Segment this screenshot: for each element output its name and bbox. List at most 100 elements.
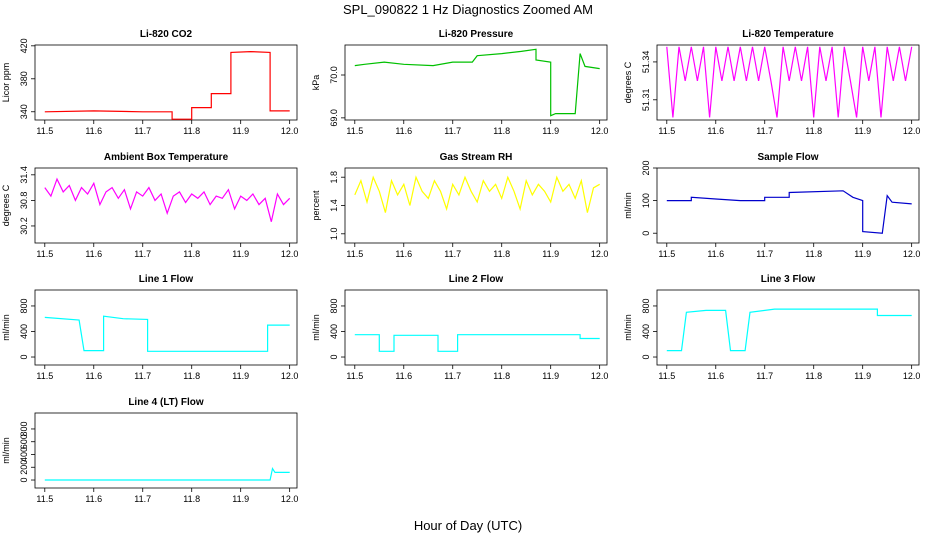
x-tick-label: 11.7 [134, 126, 151, 136]
y-tick-label: 51.34 [641, 51, 651, 74]
x-tick-label: 12.0 [903, 126, 921, 136]
x-tick-label: 11.6 [395, 126, 412, 136]
x-tick-label: 11.8 [183, 494, 200, 504]
y-tick-label: 800 [19, 421, 29, 436]
y-tick-label: 30.8 [19, 192, 29, 210]
x-tick-label: 11.5 [36, 126, 53, 136]
x-tick-label: 11.7 [444, 126, 461, 136]
x-tick-label: 11.5 [36, 249, 53, 259]
x-tick-label: 11.9 [232, 371, 249, 381]
y-tick-label: 100 [641, 193, 651, 208]
data-line [44, 50, 290, 120]
y-tick-label: 0 [641, 355, 651, 360]
x-tick-label: 11.7 [134, 494, 151, 504]
panel-title: Line 4 (LT) Flow [128, 397, 204, 408]
x-tick-label: 11.7 [134, 371, 151, 381]
x-tick-label: 12.0 [903, 371, 921, 381]
y-tick-label: 380 [19, 71, 29, 86]
x-tick-label: 11.8 [183, 371, 200, 381]
y-tick-label: 400 [641, 324, 651, 339]
y-tick-label: 340 [19, 104, 29, 119]
x-tick-label: 12.0 [281, 494, 299, 504]
y-tick-label: 0 [19, 355, 29, 360]
panel-title: Gas Stream RH [440, 152, 513, 163]
x-tick-label: 11.6 [707, 249, 724, 259]
panel-title: Li-820 Temperature [742, 29, 834, 40]
y-tick-label: 420 [19, 38, 29, 53]
x-tick-label: 11.9 [232, 494, 249, 504]
plot-frame [34, 44, 298, 121]
y-tick-label: 0 [19, 478, 29, 483]
x-tick-label: 12.0 [591, 126, 609, 136]
plot-frame [34, 167, 298, 244]
x-tick-label: 11.7 [134, 249, 151, 259]
panel-title: Sample Flow [757, 152, 818, 163]
x-tick-label: 11.9 [854, 126, 871, 136]
y-tick-label: 51.31 [641, 89, 651, 112]
panel-title: Line 2 Flow [449, 274, 504, 285]
x-tick-label: 11.9 [542, 371, 559, 381]
y-tick-label: 200 [641, 160, 651, 175]
x-tick-label: 11.6 [707, 126, 724, 136]
y-tick-label: 69.0 [329, 109, 339, 127]
y-tick-label: 1.0 [329, 228, 339, 241]
data-line [44, 466, 290, 481]
y-axis-label: ml/min [623, 314, 633, 341]
x-tick-label: 12.0 [281, 126, 299, 136]
y-axis-label: Licor ppm [1, 63, 11, 103]
x-tick-label: 12.0 [903, 249, 921, 259]
x-tick-label: 11.8 [493, 371, 510, 381]
x-tick-label: 11.6 [395, 249, 412, 259]
x-tick-label: 11.8 [805, 126, 822, 136]
y-tick-label: 400 [19, 447, 29, 462]
x-tick-label: 11.7 [756, 371, 773, 381]
x-tick-label: 11.6 [85, 249, 102, 259]
x-tick-label: 11.8 [183, 126, 200, 136]
x-tick-label: 11.5 [658, 126, 675, 136]
x-tick-label: 11.6 [85, 371, 102, 381]
y-tick-label: 30.2 [19, 217, 29, 235]
x-tick-label: 11.5 [346, 249, 363, 259]
y-tick-label: 1.4 [329, 199, 339, 212]
x-tick-label: 11.9 [854, 249, 871, 259]
data-line [44, 177, 291, 222]
plot-frame [656, 289, 920, 366]
data-line [354, 175, 600, 213]
plot-frame [656, 167, 920, 244]
x-tick-label: 11.5 [658, 249, 675, 259]
x-tick-label: 11.5 [36, 371, 53, 381]
x-tick-label: 11.9 [232, 249, 249, 259]
plot-frame [34, 412, 298, 489]
plot-frame [344, 167, 608, 244]
panel-title: Li-820 CO2 [140, 29, 193, 40]
x-tick-label: 12.0 [281, 371, 299, 381]
panel-title: Li-820 Pressure [439, 29, 514, 40]
x-tick-label: 11.5 [658, 371, 675, 381]
y-tick-label: 31.4 [19, 166, 29, 184]
y-tick-label: 400 [329, 324, 339, 339]
y-tick-label: 70.0 [329, 66, 339, 84]
data-line [354, 48, 600, 117]
x-tick-label: 11.7 [756, 249, 773, 259]
x-tick-label: 11.6 [85, 494, 102, 504]
x-tick-label: 11.5 [346, 371, 363, 381]
x-tick-label: 11.6 [707, 371, 724, 381]
panel-title: Line 3 Flow [761, 274, 816, 285]
x-tick-label: 11.7 [444, 371, 461, 381]
x-tick-label: 11.8 [493, 249, 510, 259]
x-tick-label: 11.9 [854, 371, 871, 381]
plot-frame [344, 289, 608, 366]
y-axis-label: kPa [311, 75, 321, 91]
plot-frame [34, 289, 298, 366]
y-axis-label: percent [311, 190, 321, 221]
y-tick-label: 0 [329, 355, 339, 360]
y-axis-label: ml/min [1, 437, 11, 464]
x-tick-label: 11.9 [232, 126, 249, 136]
x-tick-label: 11.8 [493, 126, 510, 136]
y-axis-label: ml/min [1, 314, 11, 341]
y-axis-label: degrees C [1, 184, 11, 226]
x-axis-label: Hour of Day (UTC) [414, 518, 522, 533]
y-tick-label: 800 [329, 298, 339, 313]
